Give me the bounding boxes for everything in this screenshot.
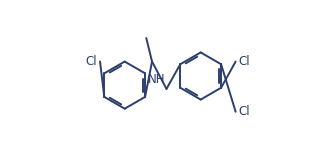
Text: NH: NH [148, 73, 165, 86]
Text: Cl: Cl [238, 105, 250, 118]
Text: Cl: Cl [238, 55, 250, 68]
Text: Cl: Cl [86, 55, 97, 68]
